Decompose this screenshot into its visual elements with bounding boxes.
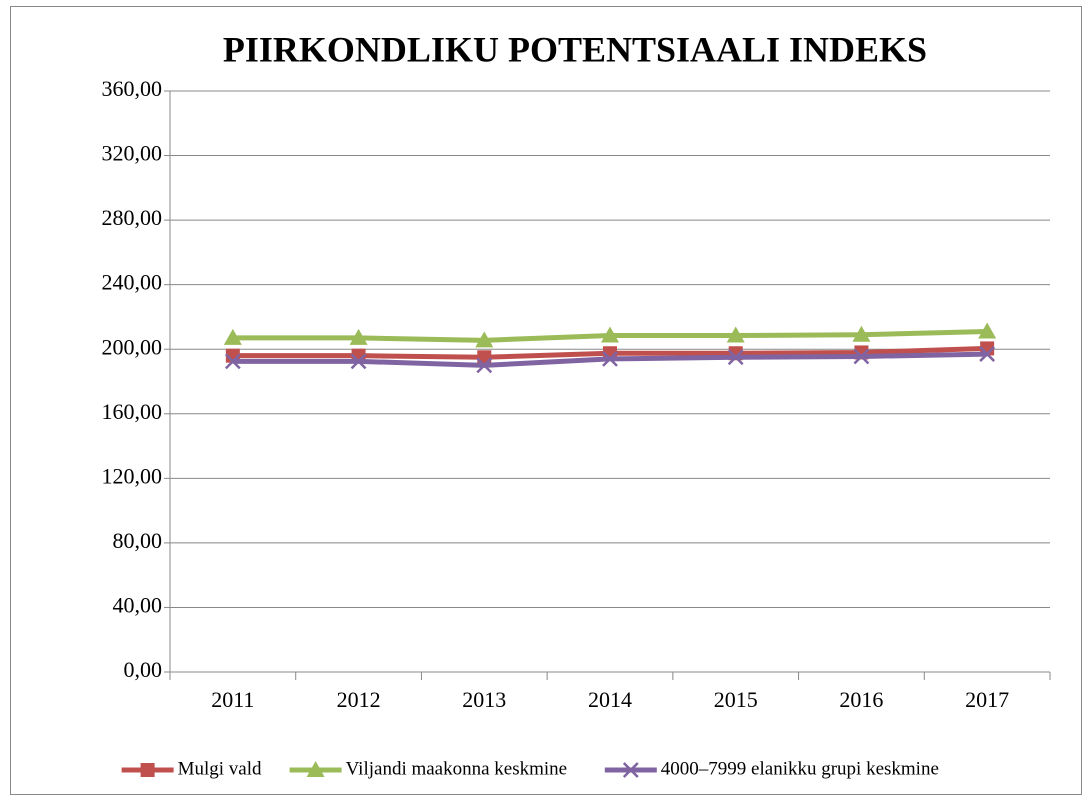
- marker: [140, 763, 155, 777]
- legend-label: Mulgi vald: [178, 758, 262, 779]
- marker: [852, 325, 871, 342]
- y-tick-label: 360,00: [102, 76, 163, 101]
- marker: [601, 326, 619, 343]
- marker: [350, 353, 367, 370]
- y-tick-label: 120,00: [102, 463, 163, 488]
- y-tick-label: 320,00: [102, 141, 163, 166]
- y-tick-label: 80,00: [113, 528, 163, 553]
- marker: [978, 322, 997, 339]
- x-tick-label: 2016: [839, 687, 883, 712]
- marker: [476, 357, 493, 374]
- x-tick-label: 2014: [588, 687, 632, 712]
- legend-label: 4000–7999 elanikku grupi keskmine: [661, 758, 939, 779]
- marker: [727, 349, 744, 366]
- y-tick-label: 280,00: [102, 205, 163, 230]
- series: [224, 346, 996, 374]
- legend-item: Mulgi vald: [121, 758, 262, 779]
- marker: [306, 761, 325, 777]
- x-tick-label: 2011: [211, 687, 254, 712]
- marker: [224, 353, 241, 370]
- chart-border: [10, 6, 1082, 795]
- marker: [475, 331, 494, 348]
- y-tick-label: 40,00: [113, 592, 163, 617]
- legend-item: Viljandi maakonna keskmine: [289, 758, 568, 779]
- x-tick-label: 2013: [462, 687, 506, 712]
- x-tick-label: 2015: [714, 687, 758, 712]
- legend-label: Viljandi maakonna keskmine: [346, 758, 568, 779]
- y-tick-label: 0,00: [124, 657, 163, 682]
- marker: [853, 348, 870, 365]
- y-tick-label: 240,00: [102, 270, 163, 295]
- x-tick-label: 2012: [337, 687, 381, 712]
- marker: [979, 346, 996, 362]
- marker: [223, 328, 242, 345]
- marker: [602, 351, 618, 367]
- marker: [349, 328, 368, 345]
- series: [223, 322, 997, 348]
- y-tick-label: 160,00: [102, 399, 163, 424]
- x-tick-label: 2017: [965, 687, 1009, 712]
- marker: [622, 762, 639, 778]
- marker: [726, 326, 745, 343]
- y-tick-label: 200,00: [102, 334, 163, 359]
- chart-title: PIIRKONDLIKU POTENTSIAALI INDEKS: [223, 29, 927, 69]
- legend-item: 4000–7999 elanikku grupi keskmine: [604, 758, 939, 779]
